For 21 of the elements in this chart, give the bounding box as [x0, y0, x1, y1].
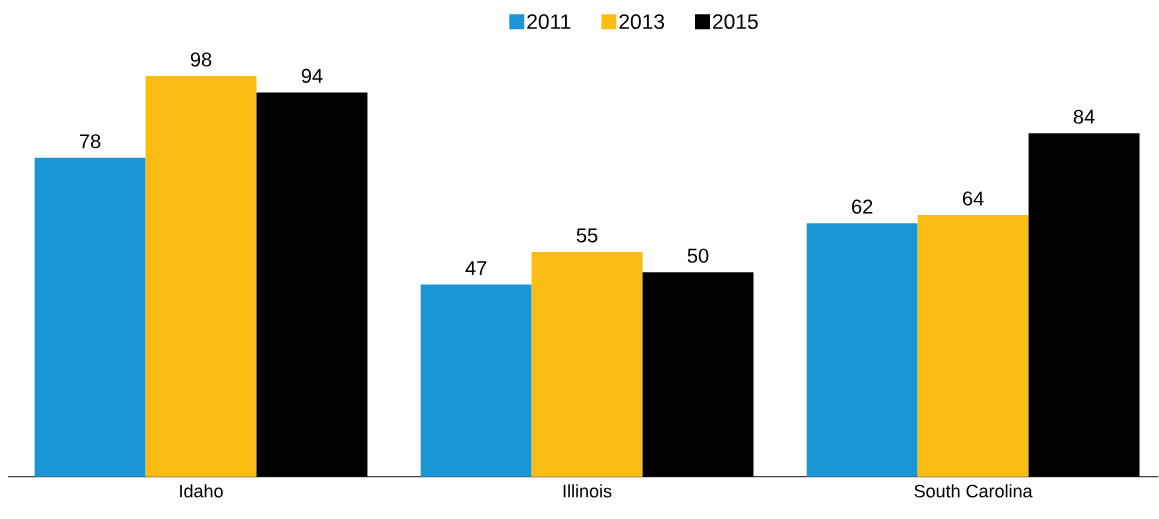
bar [531, 252, 643, 477]
data-label: 98 [190, 52, 212, 67]
data-label: 55 [576, 228, 598, 243]
bar [806, 223, 918, 477]
bar [917, 215, 1029, 477]
bar [145, 76, 257, 477]
data-label: 47 [465, 261, 487, 276]
legend-label: 2015 [713, 14, 758, 30]
data-label: 94 [301, 68, 323, 84]
x-tick-label: Illinois [563, 484, 612, 498]
data-label: 84 [1073, 109, 1095, 124]
x-tick-label: Idaho [180, 484, 223, 498]
legend-label: 2013 [619, 14, 665, 30]
data-label: 50 [687, 248, 709, 263]
data-label: 62 [852, 199, 873, 214]
data-label: 64 [963, 191, 984, 206]
bar [420, 284, 532, 477]
x-tick-label: South Carolina [914, 484, 1033, 498]
bar [34, 158, 146, 477]
legend-label: 2011 [527, 14, 571, 30]
data-label: 78 [79, 134, 101, 149]
